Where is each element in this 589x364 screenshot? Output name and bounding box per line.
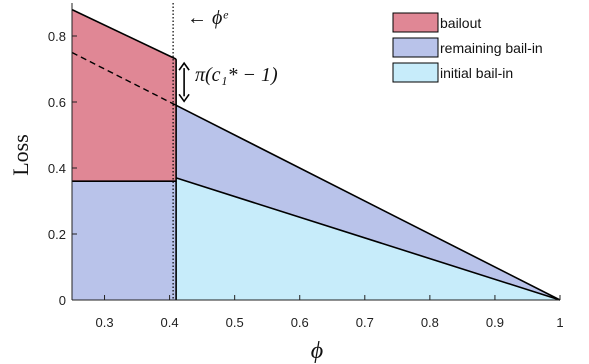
x-tick-label: 0.4 <box>161 315 179 330</box>
y-tick-label: 0.6 <box>48 95 66 110</box>
initial-bailin-upper-line <box>175 177 561 301</box>
bailout-upper-line <box>71 8 177 60</box>
area-bailout <box>72 9 177 182</box>
x-tick-label: 0.3 <box>95 315 113 330</box>
gap-arrow-head-up <box>178 61 190 71</box>
x-tick-label: 1 <box>556 315 563 330</box>
x-tick-label: 0.9 <box>486 315 504 330</box>
line-layer <box>71 3 561 301</box>
legend-swatch <box>392 12 439 33</box>
legend-label: initial bail-in <box>440 65 513 81</box>
x-tick-label: 0.6 <box>291 315 309 330</box>
legend: bailout remaining bail-in initial bail-in <box>392 12 543 83</box>
x-tick-label: 0.7 <box>356 315 374 330</box>
legend-swatch <box>392 62 439 83</box>
x-tick-label: 0.5 <box>226 315 244 330</box>
remaining-bailin-upper-line <box>175 104 561 301</box>
legend-label: bailout <box>440 15 481 31</box>
phi-e-annotation: ← ϕᵉ <box>187 7 228 29</box>
area-remaining-bail-in-left <box>72 105 177 300</box>
x-tick-label: 0.8 <box>421 315 439 330</box>
y-axis-label: Loss <box>8 134 33 176</box>
y-tick-label: 0 <box>59 293 66 308</box>
y-tick-label: 0.4 <box>48 161 66 176</box>
y-tick-label: 0.8 <box>48 29 66 44</box>
y-tick-label: 0.2 <box>48 227 66 242</box>
legend-label: remaining bail-in <box>440 40 543 56</box>
gap-arrow-head-down <box>178 93 190 103</box>
gap-annotation: π(c₁* − 1) <box>195 64 278 86</box>
legend-swatch <box>392 37 439 58</box>
axes: 0.3 0.4 0.5 0.6 0.7 0.8 0.9 1 0 0.2 0.4 0.6 0.8 <box>48 3 564 330</box>
x-axis-label: ϕ <box>311 338 323 364</box>
